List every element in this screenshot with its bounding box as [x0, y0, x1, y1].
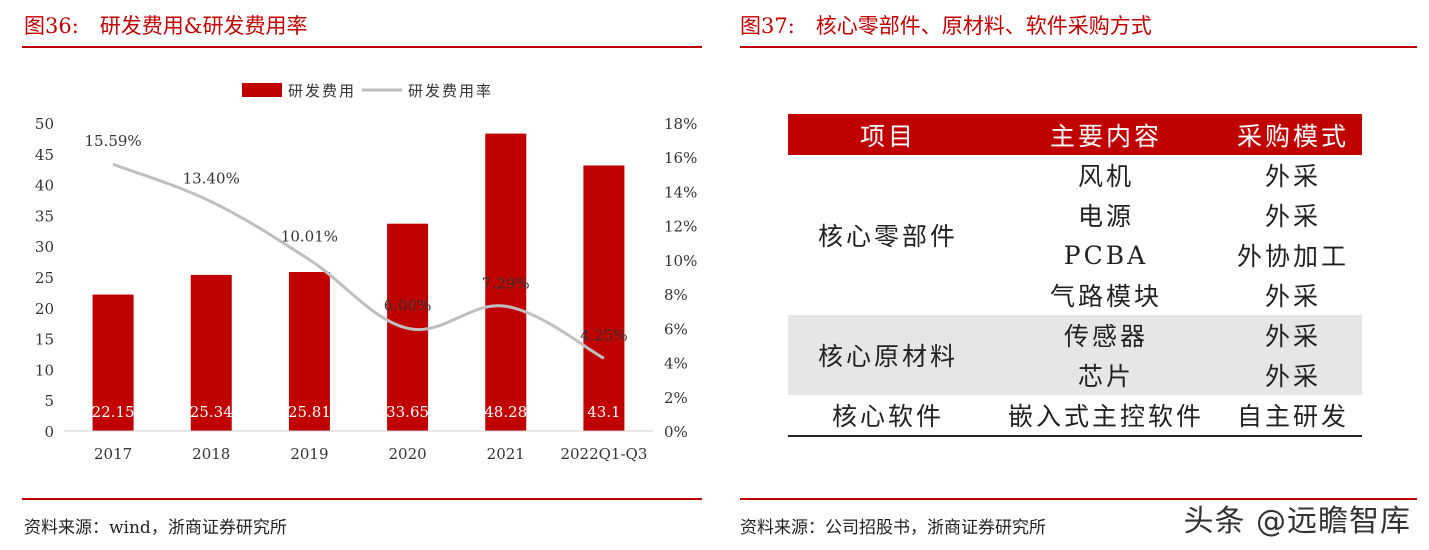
right-figure-panel: 图37: 核心零部件、原材料、软件采购方式 项目 主要内容 采购模式 核心零部件…	[718, 0, 1429, 550]
table-row: 芯片 外采	[788, 355, 1362, 395]
bar	[288, 272, 330, 431]
mode-cell: 外采	[1264, 162, 1321, 191]
category-cell: 核心软件	[788, 395, 988, 437]
content-cell: 传感器	[988, 315, 1224, 355]
table-row: PCBA 外协加工	[788, 235, 1362, 275]
line-data-label: 7.29%	[482, 274, 530, 292]
legend-label-bar: 研发费用	[288, 82, 356, 100]
content-cell: 风机	[1077, 162, 1134, 191]
figure-37-title: 图37: 核心零部件、原材料、软件采购方式	[740, 14, 1152, 38]
watermark: 头条 @远瞻智库	[1183, 504, 1411, 539]
y-left-tick-label: 10	[35, 361, 54, 379]
mode-cell: 自主研发	[1224, 395, 1362, 437]
left-source: 资料来源：wind，浙商证券研究所	[24, 518, 287, 538]
line-data-label: 6.00%	[384, 296, 432, 314]
table-header-row: 项目 主要内容 采购模式	[788, 114, 1362, 155]
y-left-tick-label: 50	[35, 115, 54, 133]
bar	[583, 165, 625, 431]
rd-rate-line	[112, 162, 605, 360]
source-rule	[22, 498, 702, 500]
legend-swatch-bar	[242, 83, 282, 97]
bar-data-label: 22.15	[92, 403, 135, 421]
y-right-tick-label: 10%	[664, 252, 697, 270]
header-mode: 采购模式	[1224, 114, 1362, 155]
table-row: 核心零部件 风机 外采	[788, 155, 1362, 251]
bar	[92, 294, 134, 431]
bar	[485, 133, 527, 431]
y-right-tick-label: 6%	[664, 320, 688, 338]
bar-data-label: 48.28	[484, 403, 527, 421]
title-rule	[22, 46, 702, 48]
bar-data-label: 25.34	[190, 403, 233, 421]
x-tick-label: 2021	[487, 445, 525, 463]
y-right-tick-label: 16%	[664, 149, 697, 167]
y-right-tick-label: 12%	[664, 218, 697, 236]
y-left-tick-label: 35	[35, 207, 54, 225]
content-cell: 气路模块	[1049, 282, 1162, 311]
mode-cell: 外协加工	[1236, 242, 1349, 271]
line-data-label: 10.01%	[281, 228, 338, 246]
content-cell: 电源	[1077, 202, 1134, 231]
table-row: 电源 外采	[788, 195, 1362, 235]
y-left-tick-label: 20	[35, 300, 54, 318]
legend-label-line: 研发费用率	[408, 82, 493, 100]
y-left-tick-label: 45	[35, 146, 54, 164]
category-cell: 核心原材料	[788, 315, 988, 395]
y-left-tick-label: 25	[35, 269, 54, 287]
bar-data-label: 33.65	[386, 403, 429, 421]
procurement-table: 项目 主要内容 采购模式 核心零部件 风机 外采 电源 外采 PCBA 外协加工…	[788, 114, 1362, 437]
category-cell: 核心零部件	[817, 222, 958, 251]
header-content: 主要内容	[988, 114, 1224, 155]
rd-chart: 0 5 10 15 20 25 30 35 40 45 50 0% 2% 4% 6% 8% 10% 12% 14% 1…	[35, 82, 697, 463]
title-rule	[740, 46, 1417, 48]
line-data-label: 4.25%	[580, 326, 628, 344]
left-figure-panel: 图36: 研发费用&研发费用率 0 5 10 15 20 25 30 35 40 45 50 0% 2%…	[0, 0, 712, 550]
y-left-tick-label: 5	[44, 392, 54, 410]
mode-cell: 外采	[1224, 315, 1362, 355]
y-right-tick-label: 8%	[664, 286, 688, 304]
x-tick-label: 2018	[192, 445, 230, 463]
figure-36-title: 图36: 研发费用&研发费用率	[24, 14, 308, 38]
y-left-tick-label: 15	[35, 331, 54, 349]
y-right-tick-label: 4%	[664, 355, 688, 373]
x-tick-label: 2022Q1-Q3	[560, 445, 647, 463]
y-left-tick-label: 0	[44, 423, 54, 441]
y-right-tick-label: 14%	[664, 183, 697, 201]
table-row: 核心原材料 传感器 外采	[788, 315, 1362, 395]
source-rule	[740, 498, 1417, 500]
y-left-tick-label: 40	[35, 177, 54, 195]
line-data-label: 15.59%	[84, 132, 141, 150]
line-data-label: 13.40%	[183, 170, 240, 188]
right-source: 资料来源：公司招股书，浙商证券研究所	[740, 518, 1046, 538]
table-row: 气路模块 外采	[788, 275, 1362, 315]
content-cell: 芯片	[988, 355, 1224, 395]
bar-data-label: 25.81	[288, 403, 331, 421]
content-cell: 嵌入式主控软件	[988, 395, 1224, 437]
mode-cell: 外采	[1264, 282, 1321, 311]
x-tick-label: 2019	[290, 445, 328, 463]
mode-cell: 外采	[1224, 355, 1362, 395]
y-right-tick-label: 18%	[664, 115, 697, 133]
bar	[190, 274, 232, 431]
content-cell: PCBA	[1063, 240, 1149, 270]
x-tick-label: 2020	[388, 445, 426, 463]
mode-cell: 外采	[1264, 202, 1321, 231]
x-tick-label: 2017	[94, 445, 132, 463]
y-right-tick-label: 2%	[664, 389, 688, 407]
y-left-tick-label: 30	[35, 238, 54, 256]
table-row: 核心软件 嵌入式主控软件 自主研发	[788, 395, 1362, 437]
header-item: 项目	[788, 114, 988, 155]
y-right-tick-label: 0%	[664, 423, 688, 441]
bar-data-label: 43.1	[587, 403, 620, 421]
